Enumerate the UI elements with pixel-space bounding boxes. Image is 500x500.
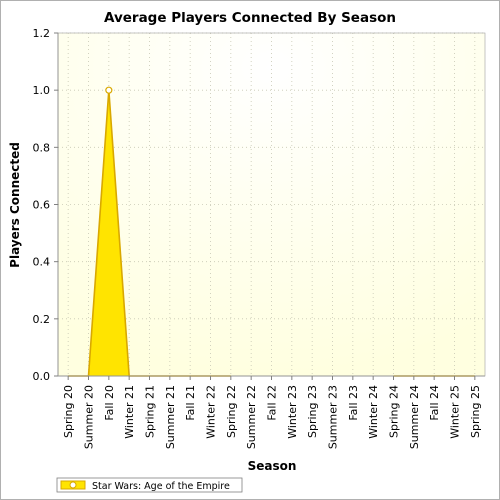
y-axis-label: Players Connected [8, 142, 22, 268]
x-tick-label: Winter 23 [286, 385, 299, 439]
x-tick-label: Summer 20 [83, 385, 96, 449]
x-tick-label: Summer 23 [327, 385, 340, 449]
x-tick-label: Spring 24 [388, 385, 401, 438]
y-tick-label: 0.2 [33, 313, 51, 326]
x-tick-label: Summer 22 [245, 385, 258, 449]
x-tick-label: Winter 22 [205, 385, 218, 439]
y-tick-label: 0.6 [33, 199, 51, 212]
y-tick-label: 1.2 [33, 27, 51, 40]
x-tick-label: Fall 20 [103, 385, 116, 421]
data-point [105, 86, 113, 94]
y-tick-label: 0.4 [33, 256, 51, 269]
x-tick-label: Summer 24 [408, 385, 421, 449]
legend-box [56, 477, 243, 493]
x-tick-label: Fall 21 [184, 385, 197, 421]
x-tick-label: Winter 25 [449, 385, 462, 439]
y-tick-label: 0.0 [33, 370, 51, 383]
x-tick-label: Winter 24 [367, 385, 380, 439]
x-tick-label: Spring 20 [62, 385, 75, 438]
x-tick-label: Spring 21 [144, 385, 157, 438]
x-tick-label: Fall 24 [428, 385, 441, 421]
x-tick-label: Winter 21 [123, 385, 136, 439]
x-tick-label: Spring 25 [469, 385, 482, 438]
x-axis-label: Season [248, 459, 297, 473]
x-tick-label: Fall 23 [347, 385, 360, 421]
x-tick-label: Summer 21 [164, 385, 177, 449]
y-tick-label: 1.0 [33, 84, 51, 97]
legend-marker [69, 481, 77, 489]
y-tick-label: 0.8 [33, 141, 51, 154]
x-tick-label: Fall 22 [266, 385, 279, 421]
x-tick-label: Spring 23 [306, 385, 319, 438]
plot-area [58, 33, 485, 376]
series-area [68, 90, 231, 377]
chart-title: Average Players Connected By Season [104, 10, 396, 26]
legend-label: Star Wars: Age of the Empire [92, 481, 230, 492]
x-tick-label: Spring 22 [225, 385, 238, 438]
